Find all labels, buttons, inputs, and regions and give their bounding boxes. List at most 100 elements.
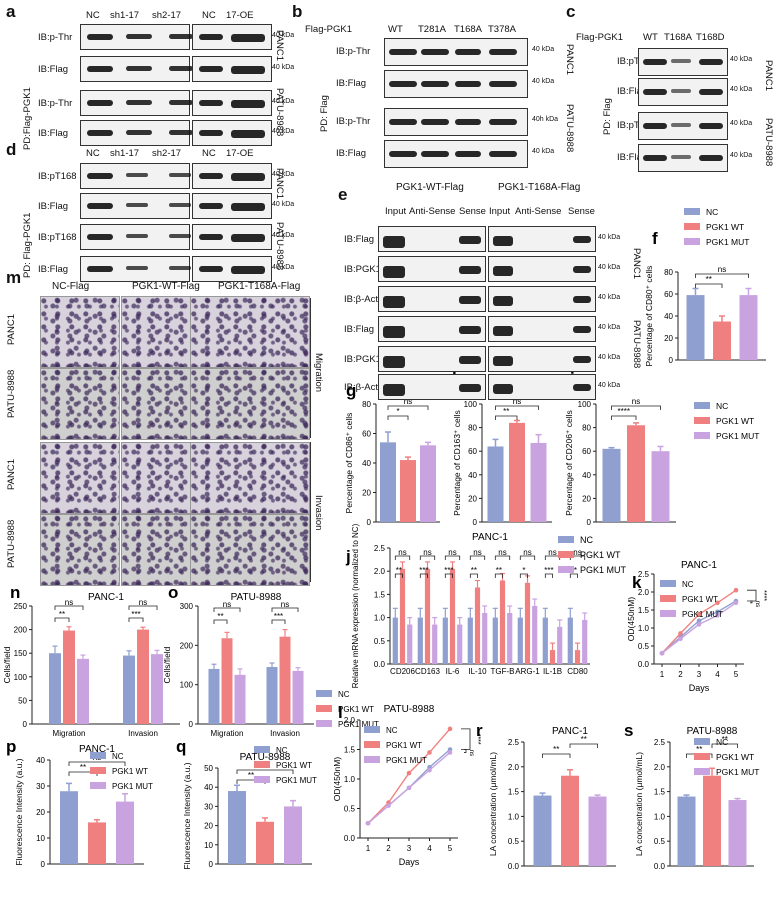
microscopy-image: [40, 442, 120, 514]
row-label: IB:Flag: [336, 148, 367, 159]
bar: [627, 425, 645, 522]
band: [231, 234, 265, 242]
band: [126, 266, 148, 270]
sig-bracket: [387, 405, 429, 410]
legend-label: NC: [386, 726, 398, 735]
sig-label: **: [722, 735, 728, 744]
bar: [234, 674, 246, 724]
row-label: IB:PGK1: [344, 264, 381, 275]
y-tick-label: 50: [18, 696, 27, 705]
blot-strip: [488, 256, 596, 282]
sig-label: ns: [139, 598, 147, 607]
x-tick-label: 5: [448, 844, 453, 853]
legend-swatch: [254, 776, 270, 783]
microscopy-image: [190, 368, 310, 440]
band: [199, 66, 223, 72]
x-tick-label: CD163: [415, 667, 440, 676]
legend-label: PGK1 WT: [386, 741, 422, 750]
panel-letter: r: [476, 721, 483, 740]
y-axis-label: Percentage of CD206⁺ cells: [564, 410, 574, 516]
kda-label: 40 kDa: [272, 232, 295, 239]
lane-label: WT: [643, 32, 658, 43]
row-label: IB:Flag: [38, 128, 69, 139]
band: [169, 66, 193, 71]
legend-swatch: [660, 610, 676, 617]
blot-strip: [80, 120, 193, 146]
kda-label: 40 kDa: [730, 120, 753, 127]
legend-swatch: [694, 753, 710, 760]
band: [199, 100, 223, 106]
sig-label: **: [217, 612, 223, 621]
chart-title: PANC-1: [552, 726, 588, 737]
band: [199, 203, 223, 209]
band: [459, 326, 481, 334]
y-tick-label: 0: [41, 860, 46, 869]
band: [231, 100, 265, 108]
blot-strip: [192, 56, 272, 82]
lane-label: NC: [86, 10, 100, 21]
sig-bracket: [387, 415, 409, 420]
band: [383, 266, 405, 278]
data-point: [365, 820, 371, 826]
y-axis-label: Percentage of CD86⁺ cells: [344, 413, 354, 514]
band: [383, 236, 405, 248]
band: [383, 326, 405, 338]
sig-label: ns: [468, 750, 474, 756]
sig-label: ns: [404, 397, 412, 406]
blot-strip: [488, 346, 596, 372]
band: [573, 236, 591, 243]
y-axis-label: OD(450nM): [332, 757, 342, 802]
legend-swatch: [316, 690, 332, 697]
kda-label: 40 kDa: [272, 128, 295, 135]
legend-swatch: [558, 551, 574, 558]
y-tick-label: 30: [36, 782, 45, 791]
band: [671, 89, 691, 93]
blot-strip: [80, 256, 191, 282]
legend-swatch: [694, 432, 710, 439]
y-tick-label: 40: [468, 471, 477, 480]
x-tick-label: 4: [427, 844, 432, 853]
legend-label: PGK1 WT: [276, 761, 312, 770]
data-point: [386, 803, 391, 808]
bar: [509, 422, 525, 522]
sig-bracket: [519, 573, 528, 578]
band: [169, 266, 191, 270]
sig-label: ns: [718, 265, 726, 274]
x-tick-label: 2: [678, 670, 683, 679]
legend-swatch: [316, 705, 332, 712]
blot-strip: [80, 90, 193, 116]
x-tick-label: 1: [660, 670, 665, 679]
bracket: [310, 298, 311, 438]
kda-label: 40 kDa: [730, 56, 753, 63]
band: [87, 234, 113, 240]
sig-label: ns: [548, 548, 556, 557]
kda-label: 40 kDa: [598, 354, 621, 361]
row-label: IB:Flag: [344, 324, 375, 335]
band: [455, 151, 481, 157]
band: [459, 384, 481, 392]
sig-label: ns: [281, 600, 289, 609]
microscopy-image: [40, 514, 120, 586]
band: [87, 203, 113, 209]
y-tick-label: 1.5: [638, 606, 650, 615]
band: [699, 59, 723, 65]
y-tick-label: 80: [362, 400, 371, 409]
group-label: PGK1-T168A-Flag: [498, 182, 581, 193]
legend-label: PGK1 WT: [580, 550, 621, 560]
legend-swatch: [254, 761, 270, 768]
microscopy-image: [121, 296, 201, 368]
sig-bracket: [569, 743, 598, 748]
y-tick-label: 2.5: [654, 738, 666, 747]
sig-bracket: [419, 555, 436, 560]
y-tick-label: 60: [362, 430, 371, 439]
legend-label: PGK1 MUT: [112, 782, 153, 791]
sig-bracket: [394, 555, 411, 560]
microscopy-image: [190, 442, 310, 514]
data-point: [406, 785, 412, 791]
band: [169, 100, 193, 105]
sig-bracket: [128, 605, 158, 610]
bar: [499, 580, 506, 664]
lane-label: T168A: [454, 24, 482, 35]
band: [493, 356, 513, 366]
band: [389, 49, 417, 55]
